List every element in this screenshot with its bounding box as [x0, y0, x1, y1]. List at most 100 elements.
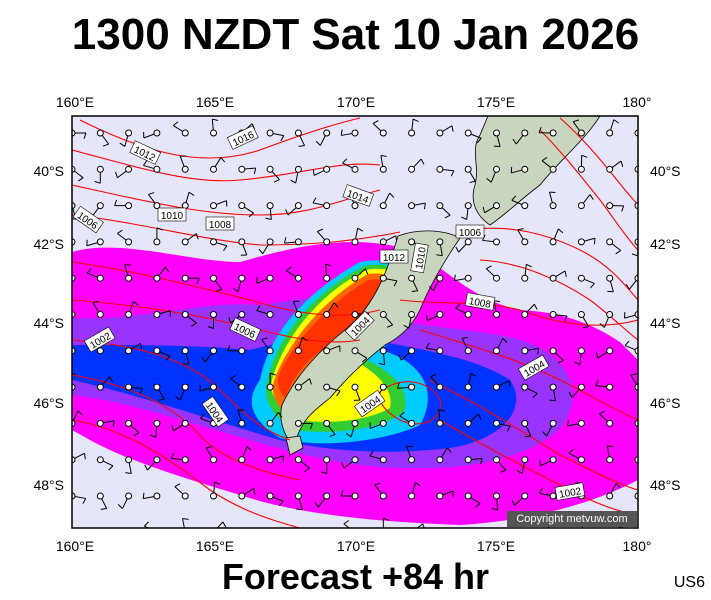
station-marker — [96, 383, 104, 391]
isobar-label: 1006 — [455, 224, 485, 239]
station-marker — [266, 238, 274, 246]
station-marker — [577, 274, 585, 282]
wind-barb-feather — [651, 494, 652, 500]
wind-barb-feather — [223, 245, 228, 251]
wind-barb-feather — [374, 482, 381, 486]
wind-barb-feather — [212, 118, 219, 121]
station-marker — [577, 129, 585, 137]
station-marker — [210, 274, 217, 282]
station-marker — [464, 492, 472, 500]
wind-barb-feather — [248, 212, 254, 218]
wind-barb-feather — [214, 481, 221, 485]
station-marker — [409, 529, 415, 535]
station-marker — [266, 456, 274, 464]
isobar-line — [72, 214, 401, 246]
station-marker — [437, 529, 443, 535]
station-marker — [153, 456, 161, 464]
station-marker — [380, 529, 386, 535]
wind-barb-feather — [599, 323, 605, 328]
wind-barb-feather — [438, 408, 445, 412]
wind-barb-feather — [542, 431, 548, 437]
wind-barb-feather — [304, 467, 310, 472]
station-marker — [210, 238, 217, 246]
wind-barb-feather — [482, 206, 485, 213]
station-marker — [351, 419, 359, 427]
station-marker — [379, 274, 387, 282]
wind-barb-feather — [372, 120, 379, 124]
wind-barb-feather — [83, 453, 86, 460]
top-longitude-label: 165°E — [195, 94, 235, 110]
wind-barb-feather — [207, 326, 214, 329]
station-marker — [294, 492, 302, 500]
wind-barb-feather — [309, 378, 312, 385]
wind-barb-feather — [568, 391, 573, 398]
station-marker — [210, 383, 217, 391]
wind-barb-feather — [475, 503, 481, 508]
station-marker — [294, 419, 302, 427]
wind-barb-feather — [112, 420, 115, 427]
wind-barb-feather — [558, 228, 564, 234]
isobar-label: 1002 — [554, 482, 586, 501]
copyright-badge: Copyright metvuw.com — [507, 511, 637, 527]
wind-barb-feather — [425, 342, 430, 349]
station-marker — [153, 492, 161, 500]
station-marker — [323, 129, 331, 137]
station-marker — [521, 202, 529, 210]
station-marker — [549, 419, 557, 427]
isobar-line — [72, 374, 301, 481]
wind-barb-feather — [149, 434, 156, 438]
station-marker — [266, 492, 274, 500]
wind-barb-feather — [77, 177, 84, 182]
wind-barb-feather — [253, 534, 255, 539]
wind-barb-feather — [589, 194, 594, 200]
station-marker — [181, 311, 189, 318]
station-marker — [493, 129, 500, 137]
isobar-line — [539, 129, 638, 251]
wind-barb-feather — [564, 270, 567, 277]
wind-barb-feather — [461, 216, 467, 220]
wind-barb-feather — [200, 413, 205, 419]
station-marker — [238, 419, 246, 427]
south-island — [280, 230, 461, 446]
svg-text:1010: 1010 — [161, 211, 184, 222]
station-marker — [464, 274, 472, 282]
wind-barb — [313, 532, 326, 536]
station-marker — [125, 492, 133, 500]
wind-barb-feather — [182, 518, 189, 520]
wind-barb-feather — [205, 445, 213, 449]
station-marker — [521, 456, 529, 464]
wind-barb-feather — [462, 336, 469, 339]
wind-barb — [637, 132, 638, 133]
wind-barb-feather — [83, 132, 87, 139]
station-marker — [153, 129, 161, 137]
wind-barb-feather — [289, 542, 294, 546]
station-marker — [408, 165, 416, 173]
station-marker — [96, 165, 104, 173]
station-marker — [210, 311, 217, 318]
wind-barb-feather — [386, 324, 393, 328]
wind-barb-feather — [188, 191, 195, 196]
wind-barb-feather — [630, 373, 637, 376]
wind-barb-feather — [191, 322, 197, 327]
station-marker — [464, 383, 472, 391]
wind-barb-feather — [361, 357, 368, 363]
wind-barb-feather — [393, 280, 398, 287]
wind-barb-feather — [314, 501, 319, 508]
bottom-longitude-label: 160°E — [55, 538, 95, 554]
wind-barb-feather — [58, 308, 60, 313]
wind-barb-feather — [175, 395, 181, 401]
wind-barb-feather — [423, 203, 426, 210]
isobar-label: 1012 — [379, 249, 409, 264]
wind-barb-feather — [345, 433, 352, 438]
station-marker — [379, 383, 387, 391]
wind-barb-feather — [278, 500, 284, 506]
wind-barb-feather — [537, 348, 540, 355]
station-marker — [96, 274, 104, 282]
station-marker — [606, 383, 614, 391]
wind-barb-feather — [557, 359, 564, 364]
station-marker — [266, 129, 274, 137]
station-marker — [408, 274, 416, 282]
station-marker — [238, 492, 246, 500]
wind-barb-feather — [422, 523, 425, 528]
bottom-longitude-label: 170°E — [336, 538, 376, 554]
